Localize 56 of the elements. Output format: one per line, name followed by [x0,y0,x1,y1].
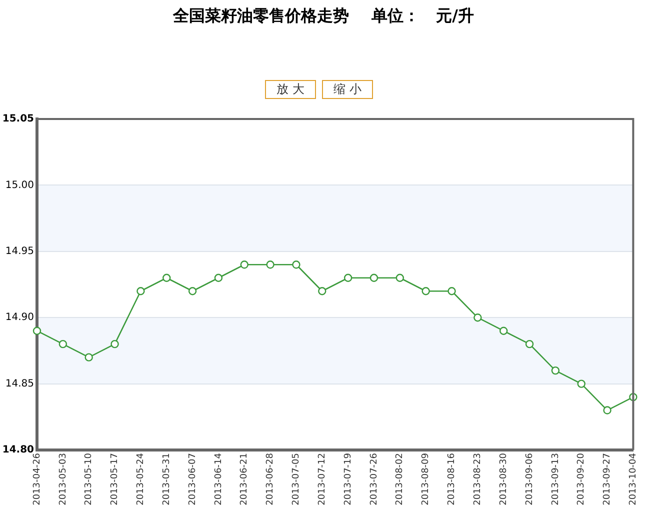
point [136,287,145,296]
point [603,406,612,414]
point [499,326,508,335]
x-tick-label: 2013-10-04 [628,452,639,506]
x-tick-label: 2013-09-27 [602,453,613,506]
x-tick-label: 2013-06-21 [240,453,250,506]
point [240,260,248,269]
chart-title: 全国菜籽油零售价格走势 单位： 元/升 [172,6,475,27]
x-tick-label: 2013-07-05 [292,453,302,506]
point [577,380,586,388]
x-tick-label: 2013-09-06 [524,452,535,506]
x-tick-label: 2013-08-16 [447,452,458,506]
x-tick-label: 2013-07-12 [317,453,328,506]
point [474,314,482,322]
point [110,340,119,348]
x-tick-label: 2013-06-07 [188,453,198,506]
point [422,287,430,296]
x-tick-label: 2013-08-23 [473,453,484,506]
point [214,274,223,282]
point [370,274,378,282]
x-tick-label: 2013-05-03 [58,453,68,506]
button: 缩 小 [322,80,373,99]
point [344,274,352,282]
x-tick-label: 2013-08-30 [498,452,509,506]
point [32,326,42,335]
x-tick-label: 2013-06-28 [266,452,276,506]
x-tick-label: 2013-05-17 [110,453,120,506]
x-tick-label: 2013-09-13 [550,453,561,506]
x-tick-label: 2013-06-14 [214,452,224,506]
x-tick-label: 2013-04-26 [32,452,42,506]
x-tick-label: 2013-05-24 [136,452,146,506]
y-tick-label: 14.80 [2,444,34,456]
x-tick-label: 2013-09-20 [576,452,587,506]
point [318,287,326,296]
x-tick-label: 2013-05-31 [162,453,172,506]
point [292,260,300,269]
point [188,287,197,296]
x-tick-label: 2013-08-09 [421,452,432,506]
point [266,260,274,269]
point [84,353,93,362]
button: 放 大 [265,80,316,99]
point [551,366,560,375]
point [525,340,534,348]
y-tick-label: 14.90 [5,312,34,324]
y-tick-label: 14.85 [5,378,34,390]
point [448,287,456,296]
x-tick-label: 2013-08-02 [395,453,406,506]
point [58,340,68,348]
y-tick-label: 15.05 [2,114,34,125]
y-tick-label: 14.95 [5,246,34,257]
point [162,274,171,282]
x-tick-label: 2013-07-19 [343,452,354,506]
y-tick-label: 15.00 [5,180,34,191]
point [396,274,404,282]
x-tick-label: 2013-05-10 [84,452,94,506]
x-tick-label: 2013-07-26 [369,452,380,506]
